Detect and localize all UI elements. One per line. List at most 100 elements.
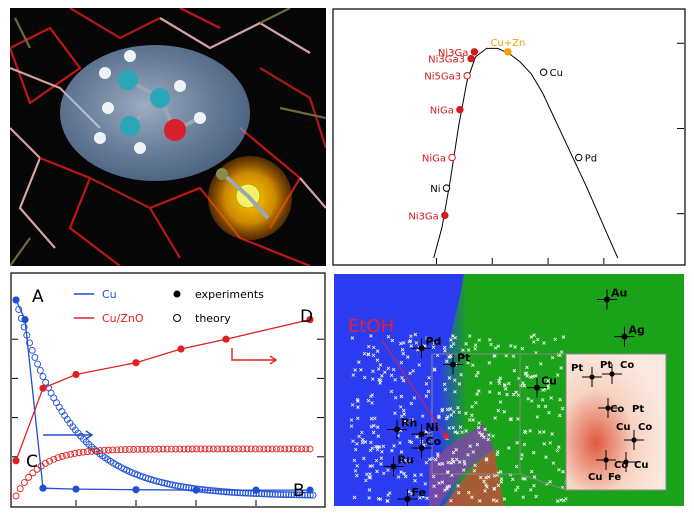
cuzno-experiment-point bbox=[72, 370, 80, 379]
sample-cross bbox=[370, 401, 374, 405]
cu-theory-point bbox=[28, 346, 36, 354]
sample-cross bbox=[426, 389, 431, 394]
sample-cross bbox=[421, 494, 426, 499]
sample-cross bbox=[449, 354, 454, 359]
sample-cross bbox=[352, 458, 357, 463]
cuzno-theory-point bbox=[293, 445, 301, 453]
label-b: B bbox=[293, 481, 305, 501]
cuzno-theory-point bbox=[117, 446, 125, 454]
sample-cross bbox=[371, 369, 375, 374]
sample-cross bbox=[508, 343, 513, 348]
sample-cross bbox=[512, 368, 517, 373]
volcano-point-label: Ni3Ga bbox=[438, 48, 469, 59]
sample-cross bbox=[365, 472, 369, 477]
cu-experiment-point bbox=[132, 486, 140, 494]
sample-cross bbox=[466, 348, 471, 352]
sample-cross bbox=[385, 499, 390, 503]
sample-cross bbox=[357, 434, 361, 439]
sample-cross bbox=[543, 404, 548, 409]
molecule-render-panel bbox=[8, 7, 328, 268]
cuzno-theory-point bbox=[226, 445, 234, 453]
cu-theory-point bbox=[220, 488, 228, 496]
sample-cross bbox=[370, 377, 375, 381]
cu-experiment-point bbox=[192, 486, 200, 494]
sample-cross bbox=[522, 383, 527, 388]
sample-cross bbox=[560, 406, 565, 411]
cu-theory-point bbox=[258, 490, 266, 498]
sample-cross bbox=[370, 446, 375, 451]
cu-theory-point bbox=[298, 491, 306, 499]
sample-cross bbox=[542, 341, 546, 345]
cu-theory-point bbox=[26, 339, 33, 347]
cu-theory-point bbox=[228, 488, 236, 496]
sample-cross bbox=[355, 397, 360, 402]
cuzno-theory-point bbox=[67, 450, 75, 458]
sample-cross bbox=[448, 407, 453, 411]
sample-cross bbox=[433, 457, 438, 462]
sample-cross bbox=[360, 430, 364, 435]
sample-cross bbox=[375, 447, 380, 452]
sample-cross bbox=[453, 430, 458, 434]
sample-cross bbox=[540, 398, 545, 402]
cuzno-experiment-point bbox=[132, 359, 140, 367]
sample-cross bbox=[364, 478, 368, 483]
metal-label: Fe bbox=[412, 486, 427, 499]
label-c: C bbox=[26, 452, 38, 472]
sample-cross bbox=[507, 446, 511, 450]
cu-experiment-point bbox=[12, 296, 20, 304]
sample-cross bbox=[464, 411, 468, 416]
sample-cross bbox=[393, 377, 397, 382]
sample-cross bbox=[408, 371, 412, 376]
sample-cross bbox=[450, 457, 455, 462]
sample-cross bbox=[526, 396, 531, 401]
cu-theory-point bbox=[279, 491, 287, 498]
etoh-point bbox=[443, 433, 449, 439]
volcano-point-label: NiGa bbox=[430, 106, 454, 117]
sample-cross bbox=[408, 339, 413, 343]
etoh-label: EtOH bbox=[348, 316, 394, 337]
inset-label: Pt bbox=[600, 360, 612, 371]
sample-cross bbox=[366, 352, 371, 356]
sample-cross bbox=[454, 447, 459, 452]
inset-label: Co bbox=[638, 422, 652, 433]
map-red-band bbox=[444, 449, 504, 506]
sample-cross bbox=[497, 391, 502, 396]
sample-cross bbox=[557, 467, 561, 472]
sample-cross bbox=[424, 336, 429, 340]
sample-cross bbox=[514, 464, 519, 469]
cu-theory-point bbox=[296, 491, 303, 499]
sample-cross bbox=[375, 469, 379, 474]
cuzno-theory-point bbox=[167, 445, 175, 453]
sample-cross bbox=[470, 404, 475, 409]
sample-cross bbox=[403, 458, 408, 463]
sample-cross bbox=[477, 421, 481, 425]
cu-experiment-point bbox=[252, 486, 260, 494]
sample-cross bbox=[457, 460, 462, 464]
sample-cross bbox=[507, 381, 511, 386]
sample-cross bbox=[378, 381, 382, 385]
cu-theory-point bbox=[39, 373, 47, 380]
sample-cross bbox=[535, 415, 540, 419]
sample-cross bbox=[460, 430, 464, 435]
sample-cross bbox=[466, 490, 471, 495]
sample-cross bbox=[405, 355, 410, 359]
sample-cross bbox=[493, 346, 498, 350]
arrow-blue bbox=[43, 430, 94, 440]
sample-cross bbox=[558, 397, 562, 402]
cuzno-theory-point bbox=[214, 445, 222, 453]
sample-cross bbox=[437, 415, 441, 420]
sample-cross bbox=[550, 355, 555, 360]
sample-cross bbox=[409, 440, 414, 445]
sample-cross bbox=[509, 417, 514, 421]
cuzno-theory-point bbox=[79, 448, 87, 456]
sample-cross bbox=[400, 375, 404, 380]
sample-cross bbox=[502, 497, 507, 501]
legend-experiments-label: experiments bbox=[195, 288, 264, 301]
sample-cross bbox=[402, 471, 406, 476]
sample-cross bbox=[470, 495, 474, 500]
cu-experiment-line bbox=[15, 299, 310, 491]
volcano-plot-svg: Ni3GaNiNiGaNiGaNi5Ga3Ni3Ga3Ni3GaCu+ZnCuP… bbox=[332, 8, 686, 266]
sample-cross bbox=[476, 389, 481, 393]
sample-cross bbox=[508, 417, 513, 421]
sample-cross bbox=[410, 418, 414, 422]
